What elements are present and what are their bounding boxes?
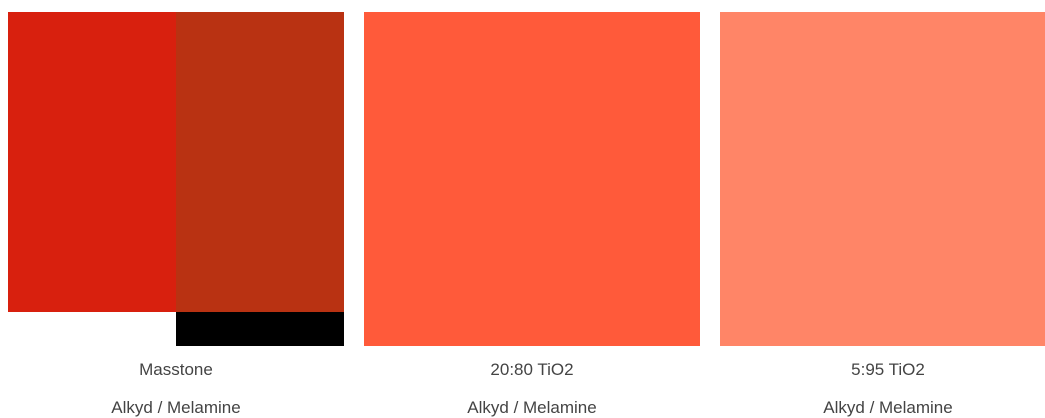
swatch-label: 5:95 TiO2 (851, 360, 925, 379)
swatch-system: Alkyd / Melamine (467, 398, 597, 417)
swatch-panel-5-95: 5:95 TiO2 Alkyd / Melamine (720, 12, 1045, 417)
swatch-panel-20-80: 20:80 TiO2 Alkyd / Melamine (364, 12, 700, 417)
swatch-label: 20:80 TiO2 (490, 360, 574, 379)
swatch-label: Masstone (139, 360, 213, 379)
color-swatch-20-80 (364, 12, 700, 346)
swatch-system: Alkyd / Melamine (823, 398, 953, 417)
swatch-system: Alkyd / Melamine (111, 398, 241, 417)
color-swatch-masstone (8, 12, 344, 346)
color-swatch-5-95 (720, 12, 1045, 346)
swatch-left-half (8, 12, 176, 312)
swatch-panel-masstone: Masstone Alkyd / Melamine (8, 12, 344, 417)
swatch-black-strip (176, 312, 344, 346)
swatch-right-half (176, 12, 344, 312)
